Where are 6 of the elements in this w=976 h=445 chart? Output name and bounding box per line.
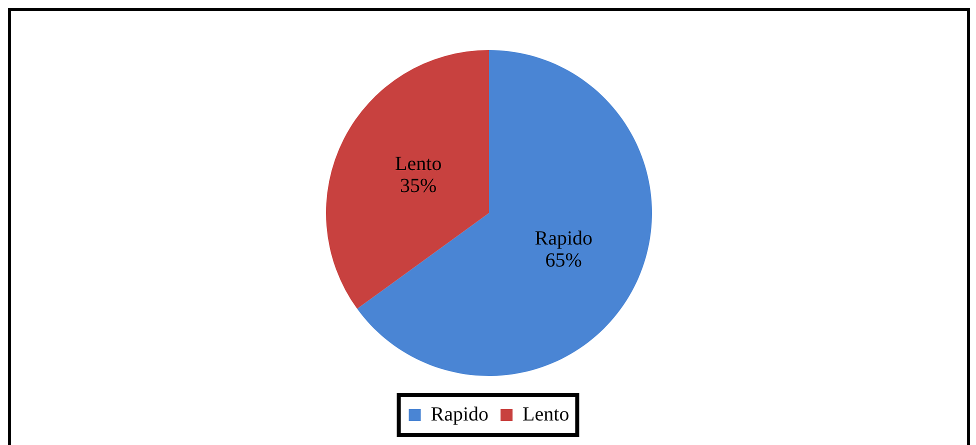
data-label: 35%	[400, 175, 437, 198]
legend-label: Rapido	[430, 403, 489, 426]
slice-label: Lento	[395, 153, 442, 176]
slice-label: Rapido	[534, 227, 593, 250]
legend-label: Lento	[522, 403, 570, 426]
data-label: 65%	[545, 249, 582, 272]
